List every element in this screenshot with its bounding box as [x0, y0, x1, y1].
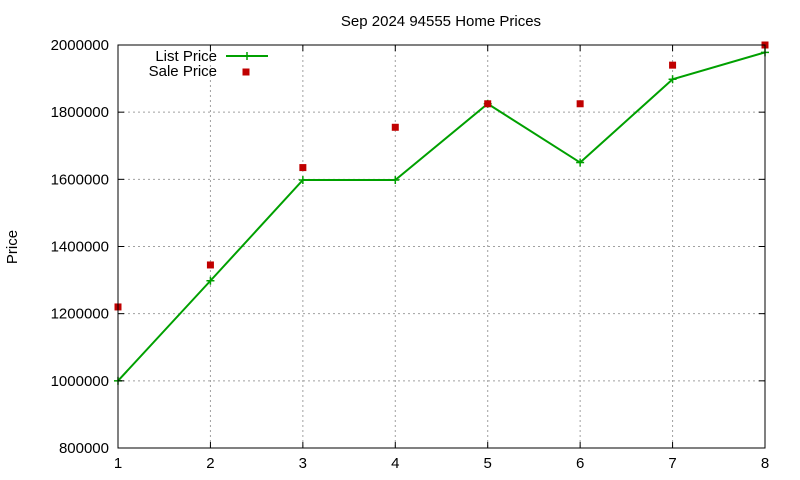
x-tick-label: 4 — [391, 455, 399, 472]
y-tick-label: 1800000 — [51, 104, 109, 121]
x-tick-label: 1 — [114, 455, 122, 472]
y-tick-label: 800000 — [59, 440, 109, 457]
sale-price-point — [206, 261, 214, 269]
legend-sale-price-marker — [242, 68, 250, 76]
x-tick-label: 8 — [761, 455, 769, 472]
sale-price-point — [299, 164, 307, 172]
list-price-point — [298, 176, 307, 185]
sale-price-point — [484, 100, 492, 108]
legend-list-price-label: List Price — [155, 48, 217, 65]
tick-layer: 1 2 3 4 5 6 7 8 800000 1000000 1200000 1400000 16000… — [51, 37, 770, 472]
list-price-point — [391, 176, 400, 185]
legend-sale-price-label: Sale Price — [149, 63, 217, 80]
y-tick-label: 1600000 — [51, 171, 109, 188]
list-price-point — [576, 158, 585, 167]
y-tick-label: 2000000 — [51, 37, 109, 54]
list-price-line — [117, 51, 766, 382]
y-axis-label: Price — [4, 230, 21, 264]
legend: List Price Sale Price — [149, 48, 268, 80]
y-tick-label: 1200000 — [51, 306, 109, 323]
x-tick-label: 2 — [206, 455, 214, 472]
x-tick-label: 3 — [299, 455, 307, 472]
x-tick-label: 7 — [668, 455, 676, 472]
x-tick-label: 5 — [484, 455, 492, 472]
sale-price-point — [576, 100, 584, 108]
chart-title: Sep 2024 94555 Home Prices — [341, 13, 541, 30]
x-tick-label: 6 — [576, 455, 584, 472]
list-price-point — [668, 75, 677, 84]
grid-lines — [118, 45, 765, 448]
legend-list-price-marker — [243, 52, 251, 60]
y-tick-label: 1000000 — [51, 373, 109, 390]
sale-price-point — [669, 61, 677, 69]
list-price-point — [206, 276, 215, 285]
y-tick-label: 1400000 — [51, 239, 109, 256]
legend-sale-price-swatch — [242, 68, 250, 76]
legend-list-price-swatch — [226, 52, 268, 60]
sale-price-point — [391, 123, 399, 131]
series-layer — [114, 41, 769, 385]
